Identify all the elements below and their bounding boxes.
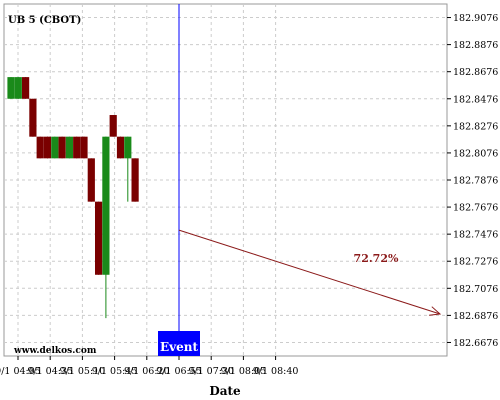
watermark-text: www.delkos.com (13, 346, 97, 356)
event-label-text: Event (160, 340, 198, 354)
candle-body-up (7, 77, 14, 99)
candle-body-down (132, 158, 139, 201)
y-tick-label: 182.8676 (453, 67, 498, 78)
candle-body-down (73, 137, 80, 159)
candle-body-down (37, 137, 44, 159)
y-tick-label: 182.8076 (453, 148, 498, 159)
candle-body-up (51, 137, 58, 159)
y-tick-label: 182.7076 (453, 284, 498, 295)
candle-body-down (44, 137, 51, 159)
x-tick-label: 9/1 08:40 (253, 366, 299, 377)
y-tick-label: 182.7476 (453, 230, 498, 241)
candle-body-down (29, 99, 36, 137)
candle-body-down (95, 202, 102, 275)
candle-body-up (15, 77, 22, 99)
x-axis-title: Date (209, 384, 241, 398)
y-tick-label: 182.8876 (453, 40, 498, 51)
y-tick-label: 182.8276 (453, 121, 498, 132)
candle-body-down (80, 137, 87, 159)
candle-body-down (110, 115, 117, 137)
y-tick-label: 182.7676 (453, 203, 498, 214)
candle-body-up (102, 137, 109, 275)
y-tick-label: 182.7276 (453, 257, 498, 268)
projection-arrow-line (179, 230, 440, 314)
y-tick-label: 182.8476 (453, 94, 498, 105)
axes: 182.9076 182.8876 182.8676 182.8476 182.8276… (0, 13, 498, 377)
candle-body-up (124, 137, 131, 159)
candle-body-down (88, 158, 95, 201)
grid-lines (4, 4, 447, 356)
y-tick-label: 182.6876 (453, 311, 498, 322)
candle-body-down (59, 137, 66, 159)
chart-title: UB 5 (CBOT) (8, 15, 81, 26)
candle-body-down (22, 77, 29, 99)
candlestick-series (7, 77, 138, 318)
candle-body-up (66, 137, 73, 159)
y-tick-label: 182.9076 (453, 13, 498, 24)
projection-percent-label: 72.72% (354, 252, 399, 265)
candle-body-down (117, 137, 124, 159)
y-tick-label: 182.7876 (453, 176, 498, 187)
y-tick-label: 182.6676 (453, 338, 498, 349)
